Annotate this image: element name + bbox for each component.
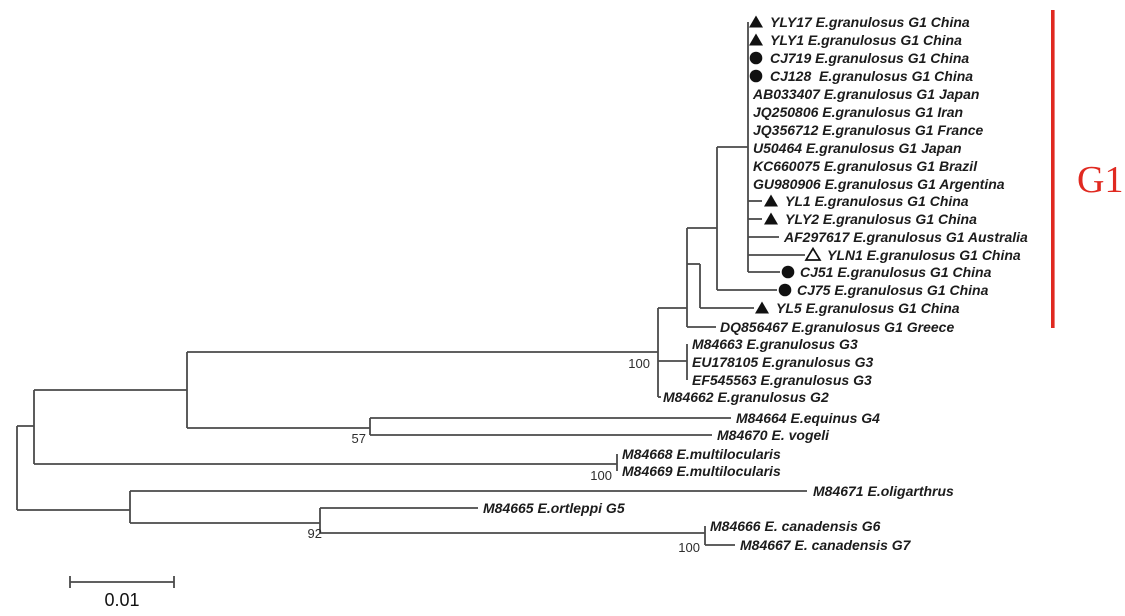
taxon-label: M84670 E. vogeli — [717, 427, 830, 443]
filled-circle-icon — [749, 51, 763, 65]
taxon-label: M84664 E.equinus G4 — [736, 410, 880, 426]
taxon-label: M84668 E.multilocularis — [622, 446, 781, 462]
clade-bracket-label: G1 — [1077, 159, 1123, 201]
taxon-label: AF297617 E.granulosus G1 Australia — [783, 229, 1028, 245]
scale-bar: 0.01 — [69, 576, 175, 610]
taxon-label: JQ356712 E.granulosus G1 France — [753, 122, 984, 138]
taxon-label: M84667 E. canadensis G7 — [740, 537, 912, 553]
filled-triangle-icon — [749, 15, 763, 28]
filled-circle-icon — [781, 265, 795, 279]
taxon-label: CJ719 E.granulosus G1 China — [770, 50, 969, 66]
taxon-label: CJ75 E.granulosus G1 China — [797, 282, 989, 298]
taxon-label: M84665 E.ortleppi G5 — [483, 500, 625, 516]
bootstrap-value: 100 — [678, 540, 700, 555]
taxon-label: M84666 E. canadensis G6 — [710, 518, 881, 534]
scale-bar-label: 0.01 — [104, 590, 139, 610]
tree-internal-branches — [17, 146, 748, 534]
taxon-label: EF545563 E.granulosus G3 — [692, 372, 872, 388]
filled-triangle-icon — [764, 194, 778, 207]
filled-triangle-icon — [755, 301, 769, 314]
clade-bracket: G1 — [1051, 10, 1123, 328]
filled-circle-icon — [749, 69, 763, 83]
taxon-label: YLN1 E.granulosus G1 China — [827, 247, 1021, 263]
taxon-label: M84669 E.multilocularis — [622, 463, 781, 479]
taxon-label: AB033407 E.granulosus G1 Japan — [752, 86, 979, 102]
taxon-label: JQ250806 E.granulosus G1 Iran — [753, 104, 963, 120]
filled-triangle-icon — [749, 33, 763, 46]
bootstrap-value: 57 — [352, 431, 366, 446]
taxon-label: CJ128 E.granulosus G1 China — [770, 68, 973, 84]
taxon-label: M84671 E.oligarthrus — [813, 483, 954, 499]
taxon-label: YLY2 E.granulosus G1 China — [785, 211, 977, 227]
tree-taxon-labels: YLY17 E.granulosus G1 China YLY1 E.granu… — [483, 14, 1028, 553]
taxon-label: M84662 E.granulosus G2 — [663, 389, 829, 405]
clade-bracket-bar — [1051, 10, 1055, 328]
taxon-label: GU980906 E.granulosus G1 Argentina — [753, 176, 1005, 192]
taxon-label: YLY1 E.granulosus G1 China — [770, 32, 962, 48]
open-triangle-icon — [804, 246, 822, 261]
taxon-label: YLY17 E.granulosus G1 China — [770, 14, 970, 30]
taxon-label: EU178105 E.granulosus G3 — [692, 354, 874, 370]
tree-bootstrap-values: 100 57 100 92 100 — [308, 356, 700, 555]
taxon-label: M84663 E.granulosus G3 — [692, 336, 858, 352]
bootstrap-value: 100 — [590, 468, 612, 483]
filled-circle-icon — [778, 283, 792, 297]
filled-triangle-icon — [764, 212, 778, 225]
taxon-label: YL5 E.granulosus G1 China — [776, 300, 960, 316]
tree-symbols — [749, 15, 822, 314]
taxon-label: U50464 E.granulosus G1 Japan — [753, 140, 962, 156]
taxon-label: YL1 E.granulosus G1 China — [785, 193, 969, 209]
bootstrap-value: 92 — [308, 526, 322, 541]
tree-leaf-branches — [130, 200, 807, 546]
taxon-label: DQ856467 E.granulosus G1 Greece — [720, 319, 954, 335]
bootstrap-value: 100 — [628, 356, 650, 371]
taxon-label: CJ51 E.granulosus G1 China — [800, 264, 992, 280]
taxon-label: KC660075 E.granulosus G1 Brazil — [753, 158, 978, 174]
